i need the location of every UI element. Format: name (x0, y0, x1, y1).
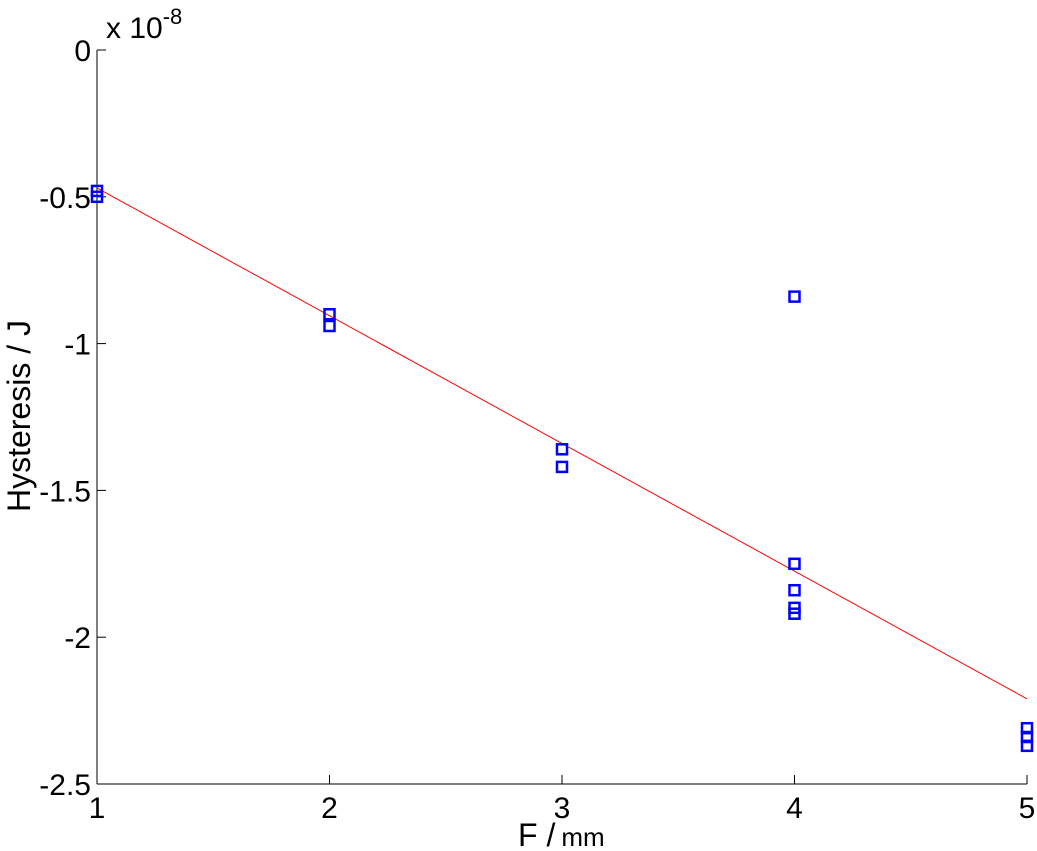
data-point-marker (788, 290, 801, 303)
data-point-marker (323, 319, 336, 333)
data-point-marker (555, 443, 569, 456)
x-axis-title-unit: mm (561, 822, 604, 851)
y-tick-label: -2.5 (39, 769, 91, 802)
y-exponent-power: -8 (163, 4, 183, 29)
y-tick-label: 0 (74, 35, 91, 68)
x-tick-label: 3 (554, 792, 571, 825)
x-tick-label: 1 (89, 792, 106, 825)
y-tick-label: -1 (64, 329, 91, 362)
y-exponent-label: x 10-8 (106, 4, 182, 45)
axes (96, 50, 1027, 785)
x-tick-label: 4 (786, 792, 803, 825)
markers-group (90, 184, 1034, 753)
y-axis-title: Hysteresis / J (1, 320, 37, 512)
data-point-marker (788, 583, 801, 597)
x-tick-label: 5 (1019, 792, 1036, 825)
x-axis-title-main: F / (518, 817, 555, 851)
ticks: 1 2 3 4 5 0 -0.5 -1 -1.5 -2 -2.5 (39, 35, 1035, 825)
y-tick-label: -0.5 (39, 182, 91, 215)
data-point-marker (788, 607, 801, 620)
y-exponent-prefix: x 10 (106, 12, 163, 45)
y-tick-label: -2 (64, 622, 91, 655)
x-axis-title: F / mm (518, 817, 605, 851)
data-point-marker (555, 460, 569, 474)
data-point-marker (788, 557, 801, 571)
y-tick-label: -1.5 (39, 475, 91, 508)
x-tick-label: 2 (321, 792, 338, 825)
data-point-marker (90, 190, 104, 204)
data-point-marker (1020, 739, 1034, 753)
data-point-marker (323, 307, 336, 321)
